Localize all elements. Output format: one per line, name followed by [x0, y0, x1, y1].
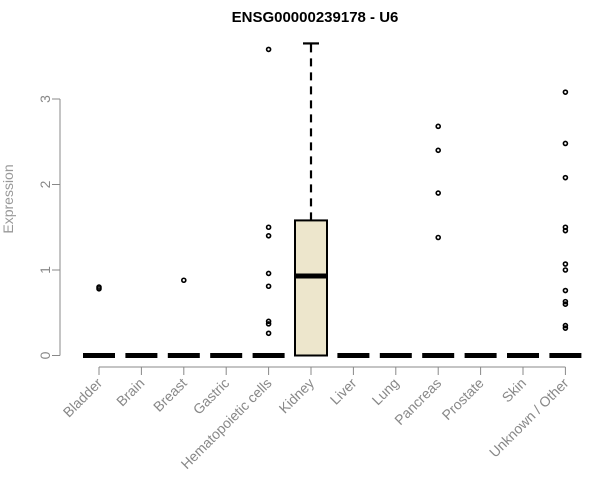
- outlier-point: [265, 330, 272, 337]
- box-group: [252, 46, 285, 358]
- x-tick-label: Pancreas: [391, 375, 444, 428]
- box-group: [167, 277, 200, 358]
- outlier-point: [265, 224, 272, 231]
- outlier-point: [435, 123, 442, 130]
- y-tick-label: 3: [37, 95, 53, 103]
- box: [294, 219, 328, 357]
- outlier-point: [265, 46, 272, 53]
- y-axis: 0 1 2 3: [37, 95, 61, 359]
- outlier-point: [562, 267, 569, 273]
- outlier-point: [562, 298, 569, 305]
- outlier-point: [265, 321, 272, 327]
- outlier-point: [562, 89, 569, 95]
- box-group: [549, 89, 582, 358]
- outlier-point: [181, 277, 187, 284]
- outlier-point: [562, 174, 569, 181]
- outlier-point: [562, 287, 569, 294]
- y-tick-label: 1: [37, 266, 53, 274]
- outlier-point: [435, 190, 442, 196]
- x-tick-label: Liver: [327, 375, 360, 408]
- outlier-point: [562, 224, 569, 231]
- chart-title: ENSG00000239178 - U6: [232, 9, 399, 26]
- outlier-point: [562, 140, 569, 147]
- outlier-point: [562, 301, 569, 308]
- outlier-point: [562, 322, 569, 329]
- y-tick-label: 0: [37, 351, 53, 359]
- x-tick-label: Lung: [369, 375, 402, 408]
- outlier-point: [435, 147, 442, 154]
- x-tick-label: Unknown / Other: [486, 375, 572, 461]
- y-axis-label: Expression: [0, 164, 16, 233]
- x-tick-label: Breast: [150, 375, 190, 415]
- box-group: [422, 123, 455, 358]
- outlier-point: [265, 270, 272, 277]
- outlier-point: [562, 325, 569, 331]
- x-tick-label: Kidney: [276, 375, 318, 417]
- outlier-point: [435, 234, 442, 241]
- outlier-point: [265, 233, 272, 239]
- plot-area: [83, 42, 582, 358]
- outlier-point: [96, 284, 102, 290]
- outlier-point: [265, 283, 272, 290]
- box-group: [83, 284, 115, 358]
- outlier-point: [562, 261, 569, 267]
- x-tick-label: Prostate: [439, 375, 487, 423]
- y-tick-label: 2: [37, 180, 53, 188]
- x-tick-label: Brain: [113, 375, 147, 409]
- x-tick-label: Bladder: [60, 375, 106, 421]
- box-group: [294, 42, 328, 357]
- x-tick-label: Skin: [499, 375, 530, 406]
- outlier-point: [265, 318, 272, 325]
